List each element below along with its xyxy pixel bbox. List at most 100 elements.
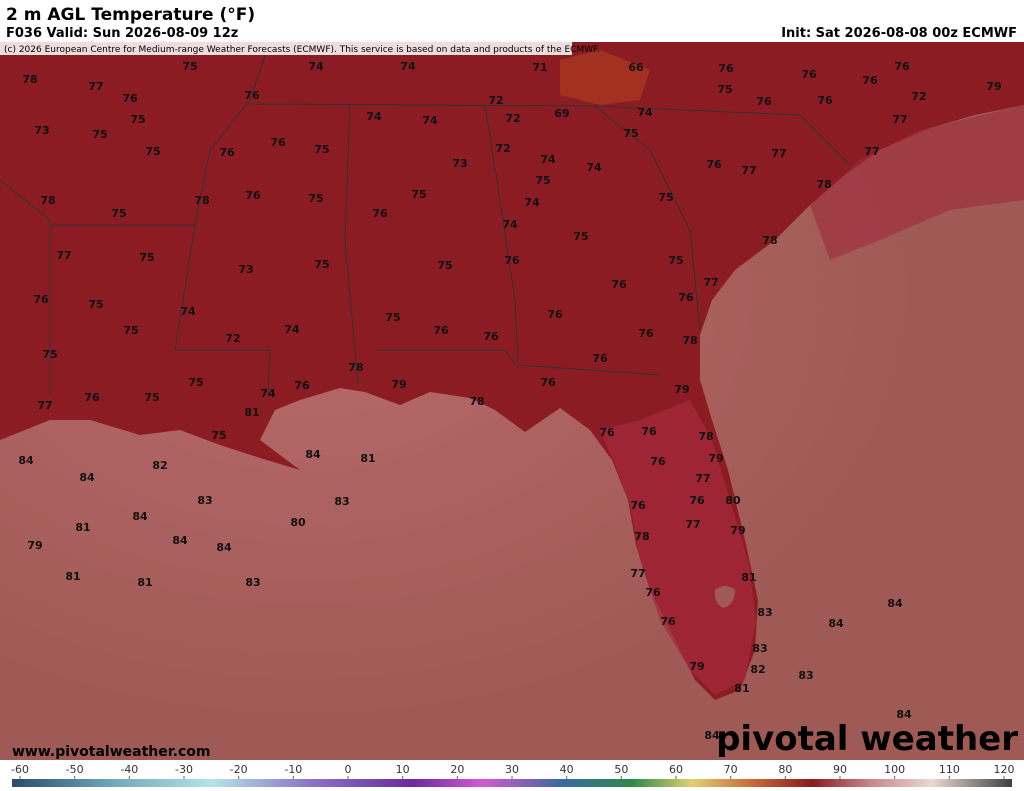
temperature-label: 76: [372, 207, 388, 220]
temperature-label: 77: [741, 164, 756, 177]
temperature-label: 75: [385, 311, 400, 324]
temperature-label: 69: [554, 107, 569, 120]
temperature-label: 74: [308, 60, 324, 73]
temperature-label: 77: [37, 399, 52, 412]
temperature-label: 84: [305, 448, 321, 461]
temperature-label: 77: [56, 249, 71, 262]
temperature-label: 77: [685, 518, 700, 531]
temperature-label: 74: [180, 305, 196, 318]
temperature-label: 73: [34, 124, 49, 137]
temperature-label: 72: [488, 94, 503, 107]
temperature-label: 82: [750, 663, 765, 676]
state-line: [0, 179, 51, 395]
temperature-label: 79: [674, 383, 689, 396]
temperature-label: 76: [33, 293, 49, 306]
temperature-label: 76: [611, 278, 627, 291]
temperature-label: 75: [717, 83, 732, 96]
temperature-label: 76: [756, 95, 772, 108]
temperature-label: 77: [892, 113, 907, 126]
temperature-label: 78: [22, 73, 37, 86]
temperature-label: 75: [111, 207, 126, 220]
state-line: [375, 349, 516, 366]
temperature-label: 75: [139, 251, 154, 264]
temperature-label: 83: [752, 642, 767, 655]
temperature-label: 75: [658, 191, 673, 204]
temperature-label: 76: [483, 330, 499, 343]
temperature-label: 75: [411, 188, 426, 201]
temperature-label: 79: [730, 524, 745, 537]
temperature-label: 76: [894, 60, 910, 73]
temperature-label: 74: [540, 153, 556, 166]
valid-time: F036 Valid: Sun 2026-08-09 12z: [6, 26, 238, 41]
temperature-label: 75: [623, 127, 638, 140]
temperature-label: 75: [130, 113, 145, 126]
temperature-label: 76: [122, 92, 138, 105]
temperature-label: 76: [645, 586, 661, 599]
colorbar-ticks: -60 -50 -40 -30 -20 -10 0 10 20 30 40 50 60 70 80 90 100…: [11, 763, 1015, 779]
colorbar-tick-label: 10: [396, 763, 410, 776]
land: [0, 42, 1024, 700]
temperature-label: 81: [65, 570, 80, 583]
temperature-label: 76: [641, 425, 657, 438]
temperature-label: 76: [599, 426, 615, 439]
temperature-label: 81: [75, 521, 90, 534]
temperature-label: 81: [734, 682, 749, 695]
temperature-label: 80: [290, 516, 306, 529]
temperature-label: 74: [524, 196, 540, 209]
temperature-label: 76: [630, 499, 646, 512]
colorbar-tick-label: 120: [994, 763, 1015, 776]
temperature-label: 72: [911, 90, 926, 103]
colorbar-tick-label: -20: [230, 763, 248, 776]
temperature-label: 75: [188, 376, 203, 389]
temperature-label: 77: [864, 145, 879, 158]
temperature-label: 84: [18, 454, 34, 467]
temperature-label: 79: [391, 378, 406, 391]
temperature-label: 83: [757, 606, 772, 619]
website: www.pivotalweather.com: [12, 744, 211, 760]
title: 2 m AGL Temperature (°F): [6, 5, 255, 25]
lake-okeechobee: [714, 586, 735, 608]
temperature-label: 83: [245, 576, 260, 589]
temperature-label: 76: [817, 94, 833, 107]
temperature-label: 76: [689, 494, 705, 507]
temperature-label: 76: [540, 376, 556, 389]
temperature-label: 75: [211, 429, 226, 442]
temperature-label: 76: [84, 391, 100, 404]
temperature-label: 74: [422, 114, 438, 127]
state-line: [729, 111, 851, 166]
temperature-label: 76: [219, 146, 235, 159]
temperature-label: 76: [862, 74, 878, 87]
map: [0, 42, 1024, 760]
temperature-label: 83: [334, 495, 349, 508]
temperature-label: 75: [145, 145, 160, 158]
colorbar-tick-label: 30: [505, 763, 519, 776]
temperature-label: 78: [469, 395, 484, 408]
temperature-label: 75: [308, 192, 323, 205]
temperature-label: 81: [137, 576, 152, 589]
colorbar-tick-label: 110: [939, 763, 960, 776]
temperature-label: 76: [638, 327, 654, 340]
temperature-label: 75: [182, 60, 197, 73]
temperature-label: 75: [573, 230, 588, 243]
colorbar-tick-label: -50: [66, 763, 84, 776]
temperature-label: 76: [678, 291, 694, 304]
colorbar: [12, 779, 1012, 787]
appalachian-shade: [560, 50, 650, 105]
temperature-label: 79: [708, 452, 723, 465]
temperature-label: 76: [245, 189, 261, 202]
temperature-label: 81: [244, 406, 259, 419]
colorbar-tick-label: 0: [345, 763, 352, 776]
temperature-label: 84: [132, 510, 148, 523]
temperature-label: 84: [896, 708, 912, 721]
colorbar-tick-label: -60: [11, 763, 29, 776]
temperature-label: 74: [637, 106, 653, 119]
temperature-label: 75: [314, 143, 329, 156]
temperature-label: 76: [294, 379, 310, 392]
temperature-label: 74: [284, 323, 300, 336]
temperature-label: 75: [535, 174, 550, 187]
florida-shade: [600, 400, 756, 695]
colorbar-tick-label: 90: [833, 763, 847, 776]
temperature-label: 78: [698, 430, 713, 443]
temperature-label: 74: [260, 387, 276, 400]
